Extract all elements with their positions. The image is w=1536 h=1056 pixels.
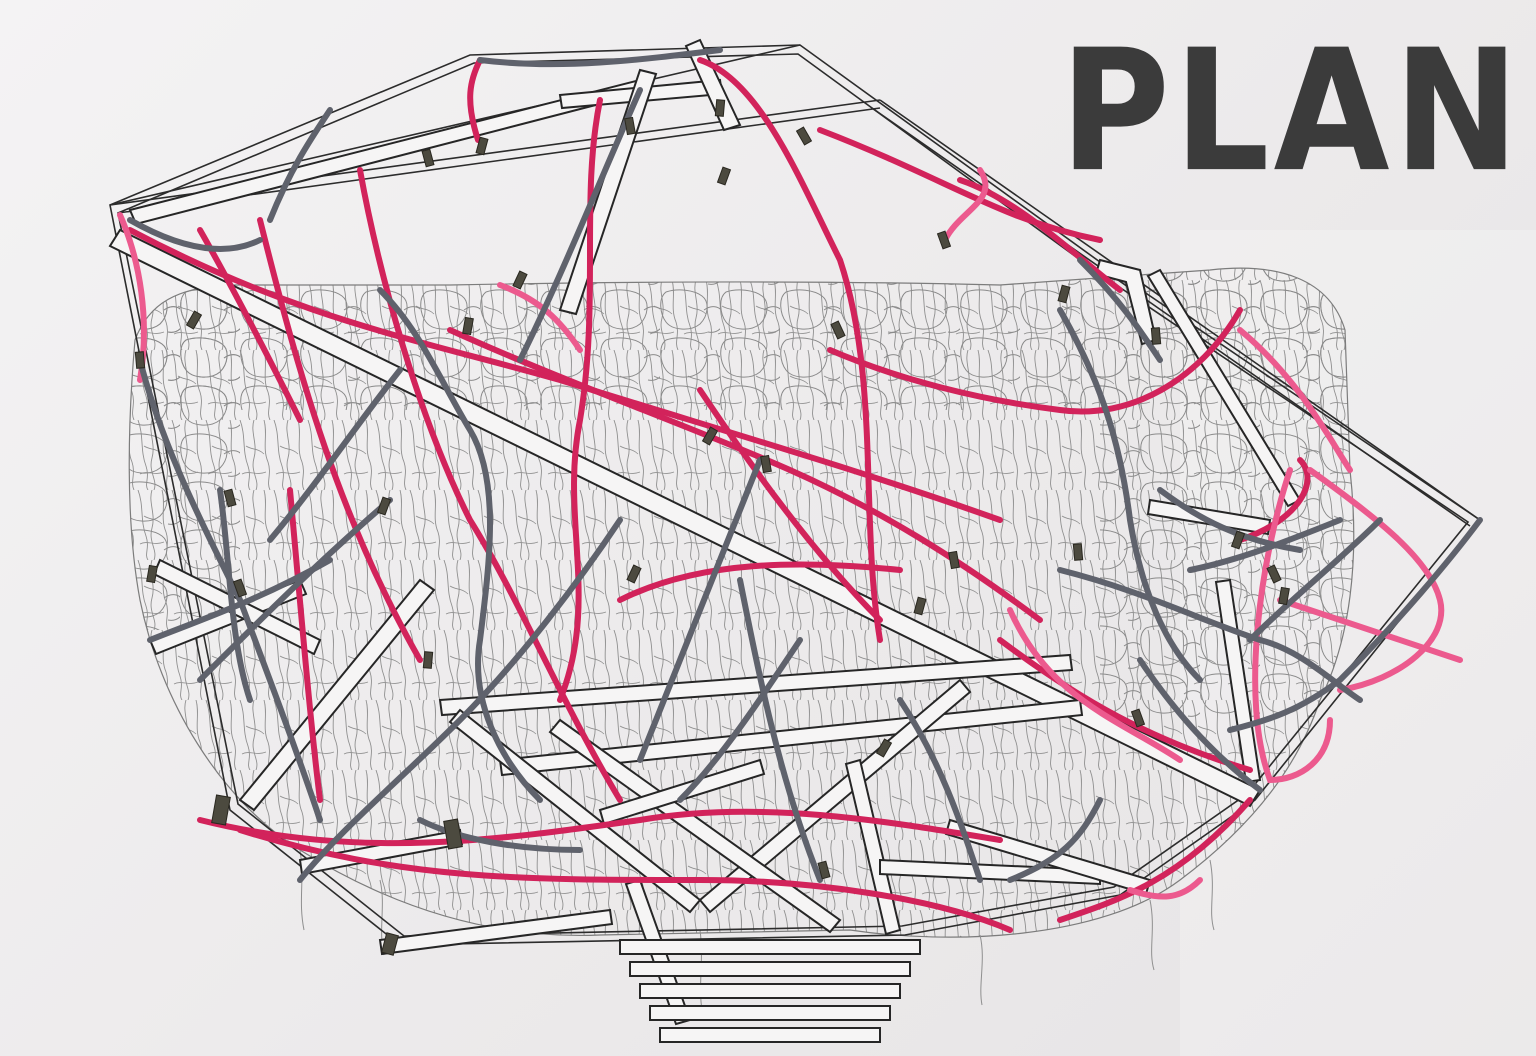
base-steps <box>619 939 921 1043</box>
tissue-outline <box>128 267 1355 938</box>
drawing-title: PLAN <box>1060 14 1524 210</box>
strings-grey <box>127 47 1483 883</box>
strings-pink <box>117 167 1463 900</box>
pins <box>134 99 1290 956</box>
strings-red <box>127 57 1311 933</box>
